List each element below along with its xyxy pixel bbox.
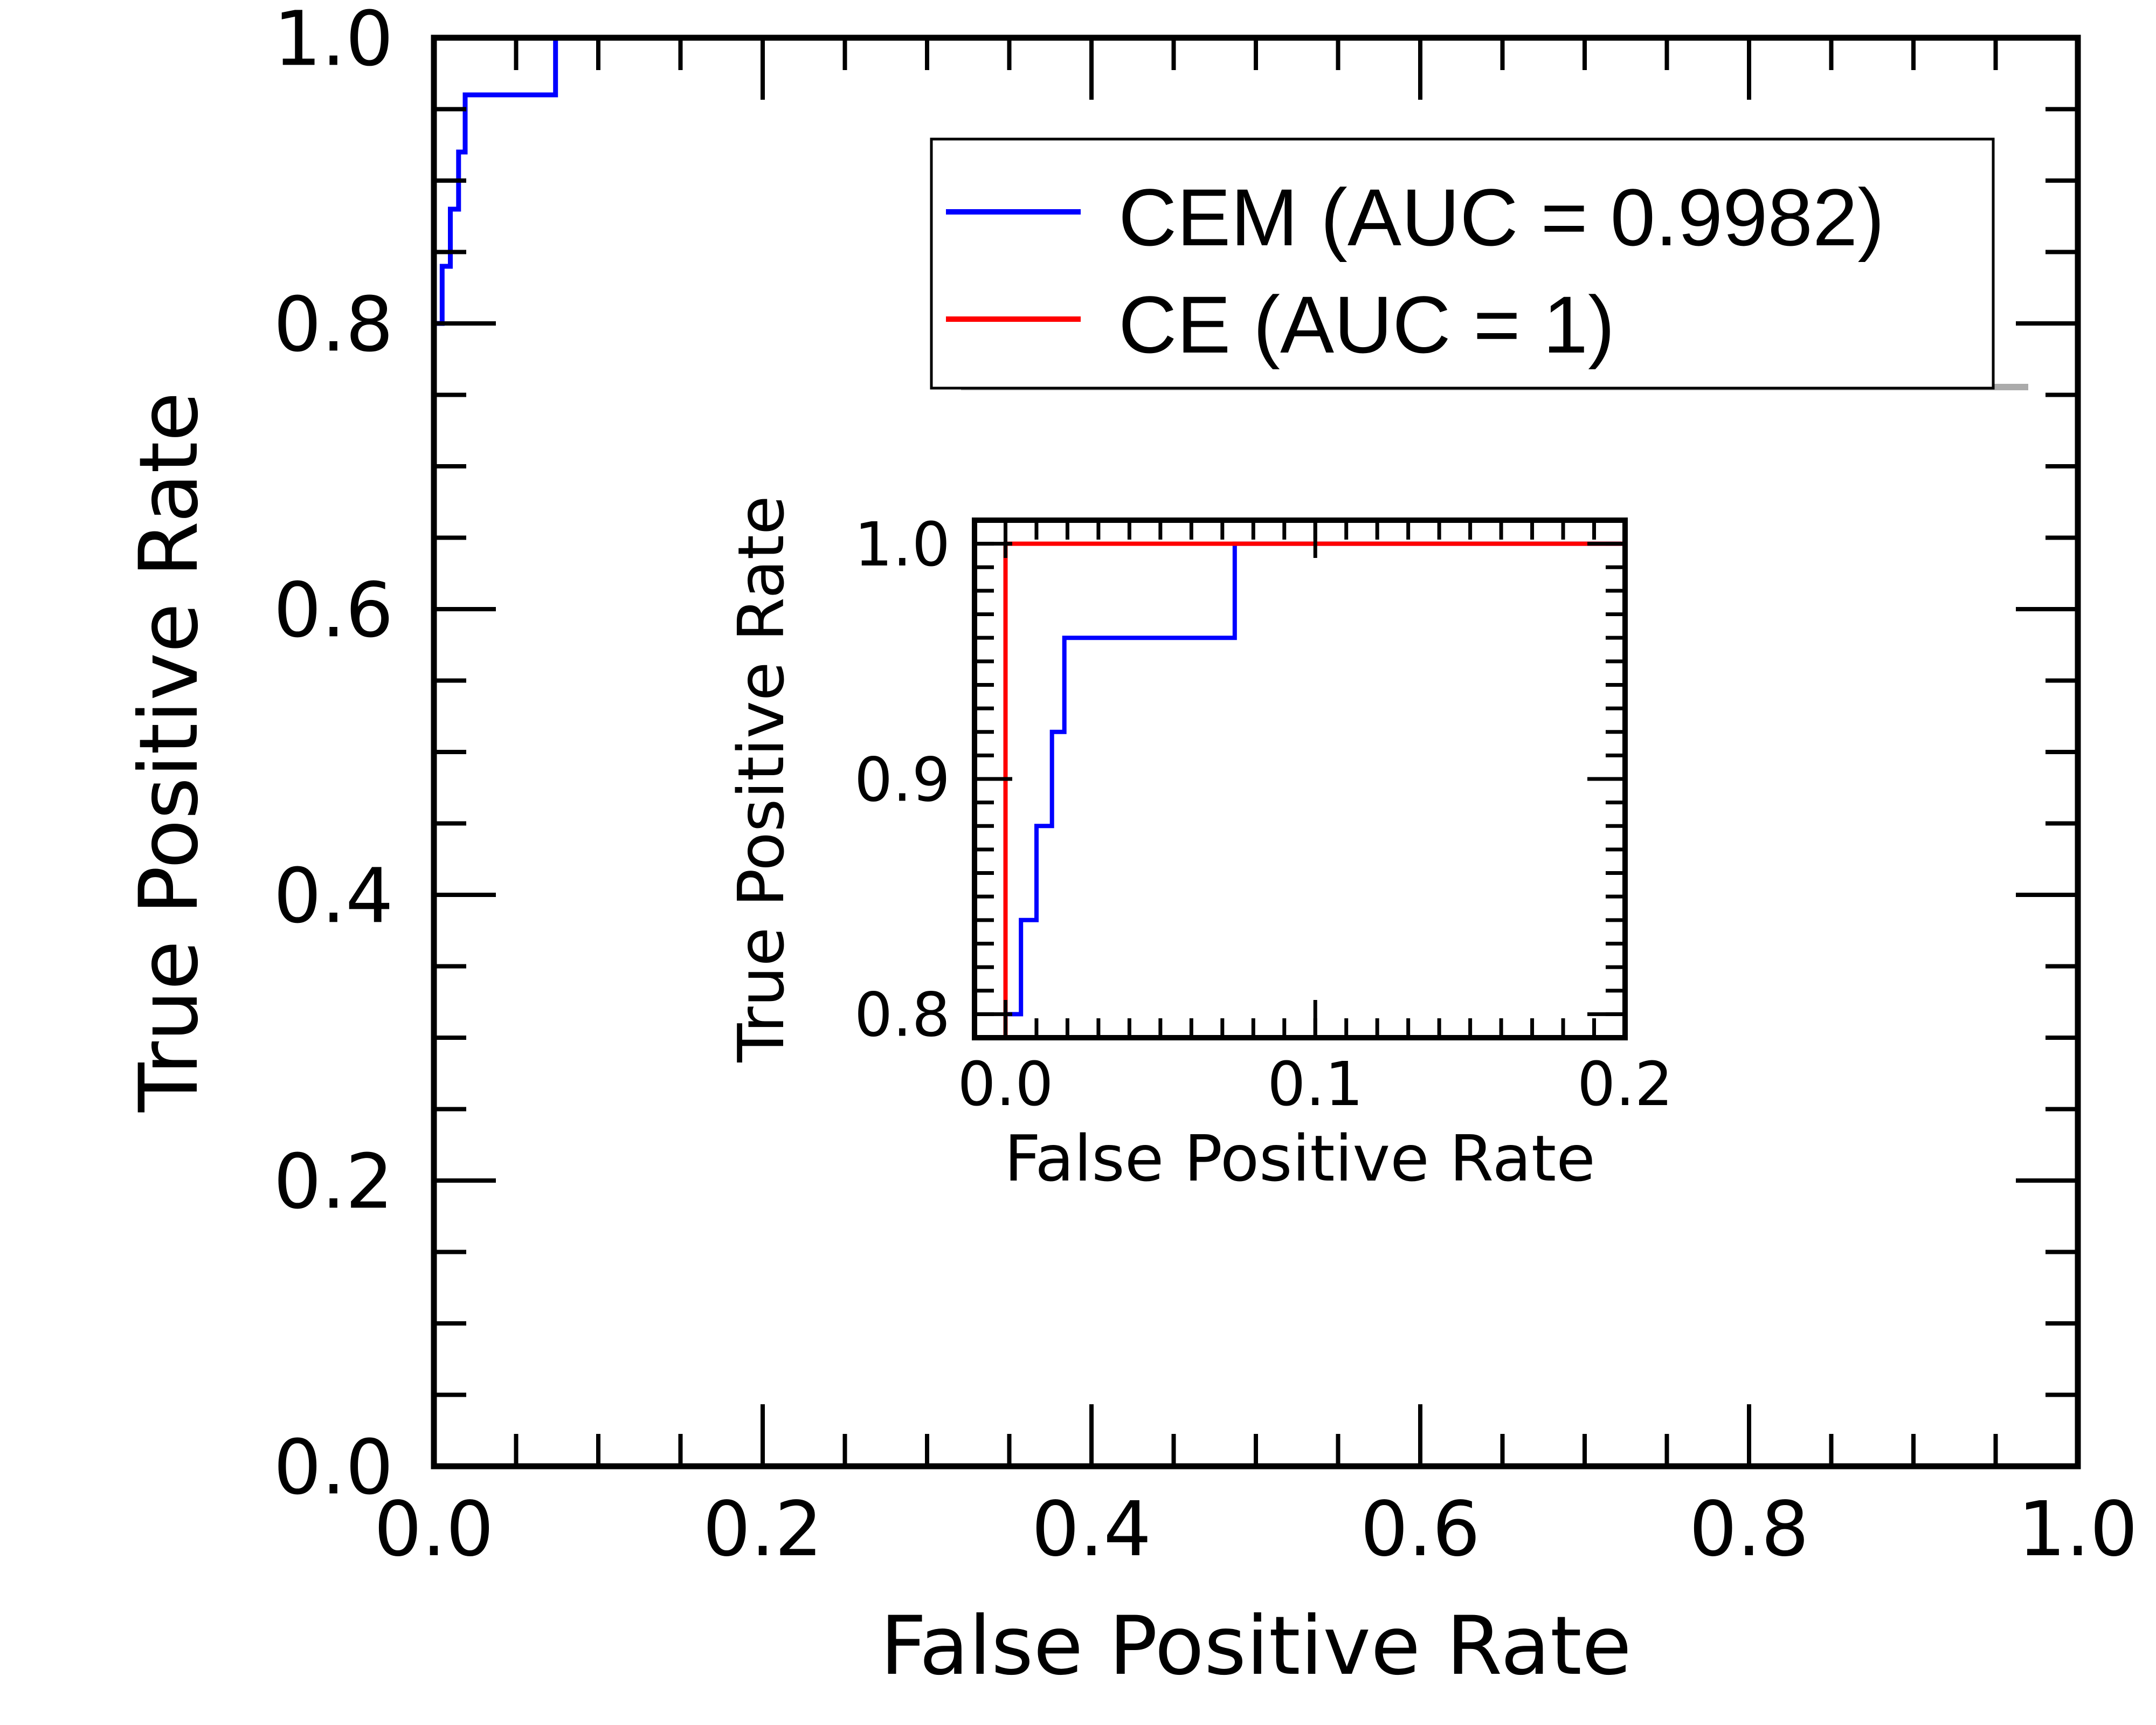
main-y-tick-label: 0.4	[273, 852, 393, 940]
main-y-tick-label: 0.8	[273, 281, 393, 369]
main-y-tick-label: 1.0	[273, 0, 393, 83]
legend-box	[930, 137, 1995, 390]
inset-x-tick-label: 0.0	[957, 1050, 1053, 1120]
main-x-tick-label: 0.2	[703, 1486, 823, 1574]
main-y-tick-label: 0.0	[273, 1424, 393, 1512]
inset-x-tick-label: 0.1	[1267, 1050, 1363, 1120]
main-y-axis-label: True Positive Rate	[122, 392, 216, 1113]
inset-y-axis-label: True Positive Rate	[724, 495, 798, 1062]
legend-cem-label: CEM (AUC = 0.9982)	[1118, 172, 1884, 263]
main-y-tick-label: 0.6	[273, 567, 393, 654]
inset-x-axis-label: False Positive Rate	[1004, 1121, 1595, 1196]
main-axis-ticks: 0.0 0.2 0.4 0.6 0.8 1.0 0.0 0.2 0.4 0.6 0.8 1.0	[273, 0, 2138, 1574]
inset-x-tick-label: 0.2	[1577, 1050, 1673, 1120]
inset-y-tick-label: 0.8	[854, 981, 950, 1051]
main-x-tick-label: 0.0	[374, 1486, 494, 1574]
inset-plot-frame	[972, 518, 1628, 1040]
main-x-tick-label: 0.8	[1689, 1486, 1809, 1574]
inset-series-cem-line	[1003, 541, 1625, 1038]
legend: CEM (AUC = 0.9982) CE (AUC = 1)	[930, 137, 2028, 390]
main-chart: 0.0 0.2 0.4 0.6 0.8 1.0 0.0 0.2 0.4 0.6 0.8 1.0 Fal…	[122, 0, 2138, 1693]
main-x-axis-label: False Positive Rate	[880, 1599, 1632, 1693]
main-y-tick-label: 0.2	[273, 1138, 393, 1226]
inset-axis-ticks: 0.0 0.1 0.2 0.8 0.9 1.0	[854, 510, 1673, 1120]
inset-y-tick-label: 1.0	[854, 510, 950, 580]
main-x-tick-label: 0.4	[1032, 1486, 1152, 1574]
inset-chart: 0.0 0.1 0.2 0.8 0.9 1.0 False Positive Rate T…	[724, 495, 1673, 1196]
main-x-tick-label: 0.6	[1360, 1486, 1481, 1574]
main-plot-frame	[431, 34, 2081, 1469]
inset-y-tick-label: 0.9	[854, 745, 950, 815]
legend-ce-label: CE (AUC = 1)	[1118, 279, 1615, 370]
main-x-tick-label: 1.0	[2018, 1486, 2138, 1574]
